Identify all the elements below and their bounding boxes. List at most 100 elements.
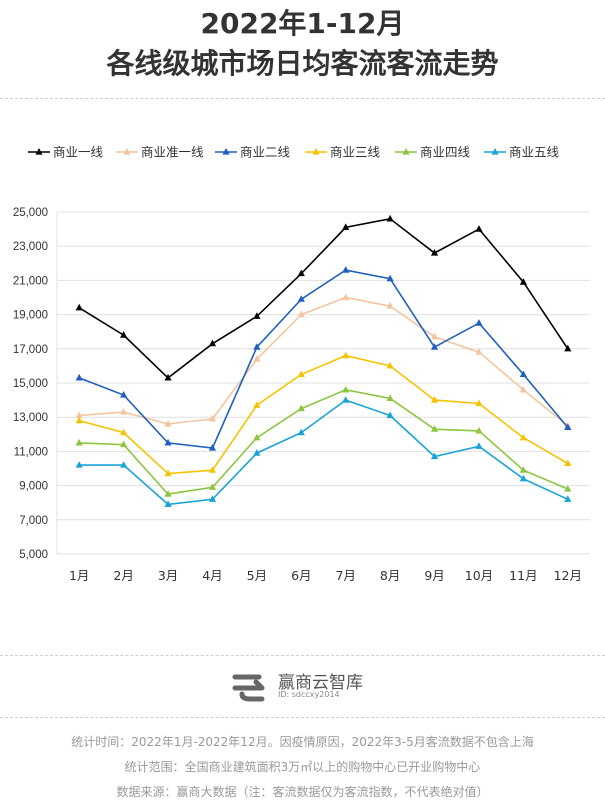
series-1: [75, 214, 572, 381]
footnote-scope: 统计范围：全国商业建筑面积3万㎡以上的购物中心已开业购物中心: [124, 760, 481, 774]
data-point: [75, 411, 83, 419]
data-point: [564, 459, 572, 466]
series-6: [75, 396, 572, 508]
data-point: [208, 483, 217, 490]
y-tick-label: 9,000: [19, 481, 48, 493]
legend-label: 商业五线: [509, 145, 560, 160]
data-point: [164, 469, 172, 477]
data-point: [564, 495, 572, 502]
data-point: [519, 370, 527, 378]
legend-item: 商业准一线: [116, 145, 204, 160]
data-point: [519, 278, 527, 285]
data-point: [386, 302, 394, 309]
data-point: [253, 401, 261, 408]
data-point: [430, 249, 439, 256]
data-point: [519, 466, 527, 473]
legend-marker: [35, 148, 43, 155]
brand-id: ID: sdccxy2014: [278, 690, 340, 699]
x-tick-label: 5月: [247, 568, 267, 583]
data-point: [75, 303, 83, 311]
data-point: [75, 416, 83, 424]
data-point: [519, 433, 527, 441]
data-point: [164, 490, 172, 497]
data-point: [297, 404, 305, 412]
y-axis: 5,000 7,000 9,000 11,000 13,000 15,000 17,000 1…: [13, 207, 58, 561]
data-point: [208, 495, 217, 502]
series-line: [79, 296, 569, 427]
x-tick-label: 4月: [202, 568, 222, 583]
y-tick-label: 23,000: [13, 241, 48, 253]
data-point: [342, 266, 350, 273]
data-point: [342, 293, 350, 301]
data-point: [297, 295, 305, 302]
data-point: [120, 461, 128, 468]
data-point: [386, 394, 394, 401]
x-tick-label: 11月: [509, 568, 537, 583]
data-point: [75, 438, 83, 446]
data-point: [430, 332, 439, 340]
data-point: [475, 319, 483, 326]
data-point: [519, 474, 527, 482]
y-tick-label: 17,000: [13, 344, 48, 356]
legend-label: 商业四线: [420, 145, 471, 160]
data-point: [475, 348, 483, 355]
data-point: [475, 426, 483, 434]
data-point: [386, 361, 394, 369]
y-tick-label: 21,000: [13, 275, 48, 287]
y-tick-label: 11,000: [14, 446, 48, 458]
data-point: [430, 396, 439, 403]
data-point: [208, 443, 217, 451]
legend-marker: [402, 148, 410, 155]
data-point: [430, 425, 439, 432]
y-tick-label: 15,000: [13, 378, 48, 390]
footnote-source: 数据来源：赢商大数据（注：客流数据仅为客流指数，不代表绝对值）: [116, 785, 489, 799]
legend-marker: [222, 148, 230, 155]
data-point: [564, 485, 572, 492]
data-point: [386, 411, 394, 419]
data-point: [253, 355, 261, 362]
x-tick-label: 1月: [69, 568, 89, 583]
data-point: [208, 414, 217, 422]
legend-marker: [491, 148, 499, 155]
chart-series: [75, 214, 572, 508]
title-line-1: 2022年1-12月: [200, 7, 405, 40]
data-point: [430, 343, 439, 350]
data-point: [297, 428, 305, 436]
series-line: [79, 399, 569, 506]
data-point: [120, 440, 128, 448]
legend-label: 商业准一线: [141, 145, 204, 160]
chart-grid: [57, 211, 590, 555]
data-point: [120, 408, 128, 415]
y-tick-label: 7,000: [19, 515, 48, 527]
top-divider: [0, 98, 605, 99]
data-point: [297, 269, 305, 277]
data-point: [430, 452, 439, 460]
legend-marker: [312, 148, 320, 155]
data-point: [253, 433, 261, 441]
brand-logo-icon: [232, 674, 265, 702]
y-tick-label: 25,000: [13, 207, 48, 219]
bottom-divider: [0, 717, 605, 718]
legend-item: 商业三线: [305, 145, 381, 160]
x-tick-label: 7月: [335, 568, 355, 583]
data-point: [564, 423, 572, 431]
middle-divider: [0, 655, 605, 656]
data-point: [475, 442, 483, 449]
x-tick-label: 12月: [554, 568, 582, 583]
data-point: [564, 344, 572, 352]
brand-name: 赢商云智库: [278, 673, 363, 693]
series-line: [78, 354, 569, 475]
data-point: [342, 351, 350, 359]
data-point: [253, 312, 261, 319]
series-line: [78, 269, 569, 449]
data-point: [519, 385, 527, 393]
data-point: [120, 390, 128, 398]
y-tick-label: 5,000: [19, 549, 48, 561]
legend-label: 商业三线: [330, 145, 381, 160]
chart-legend: 商业一线 商业准一线 商业二线 商业三线 商业四线 商业五线: [28, 145, 560, 160]
data-point: [342, 223, 350, 230]
data-point: [164, 420, 172, 427]
data-point: [164, 438, 172, 446]
data-point: [164, 500, 172, 508]
data-point: [208, 466, 217, 473]
